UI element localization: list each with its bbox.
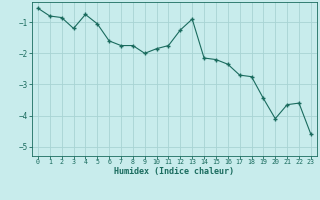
- X-axis label: Humidex (Indice chaleur): Humidex (Indice chaleur): [115, 167, 234, 176]
